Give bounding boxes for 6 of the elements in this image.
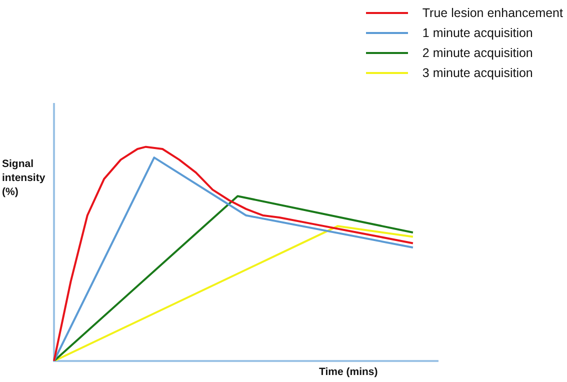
legend-label: 2 minute acquisition (422, 46, 533, 60)
legend-label: True lesion enhancement (422, 6, 563, 20)
y-axis-title: Signal intensity (%) (2, 157, 46, 199)
legend-label: 1 minute acquisition (422, 26, 533, 40)
legend-label: 3 minute acquisition (422, 66, 533, 80)
x-axis-title: Time (mins) (319, 366, 378, 378)
